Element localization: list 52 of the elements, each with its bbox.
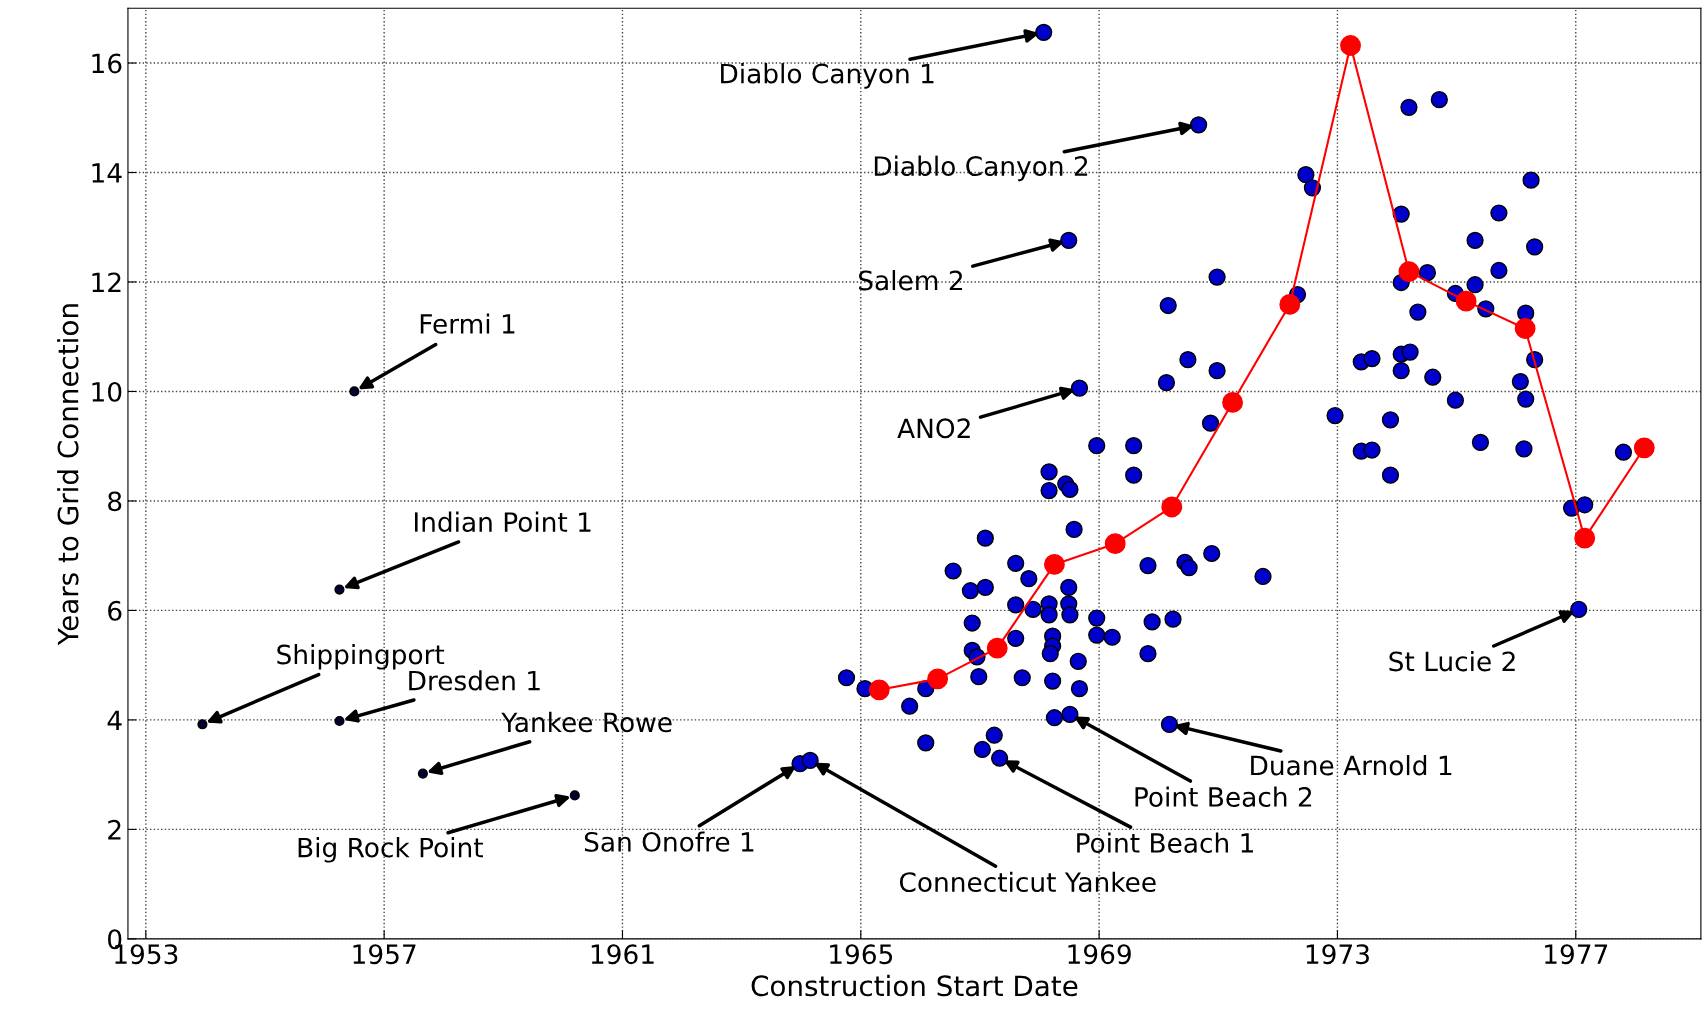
annotation: Fermi 1 — [420, 313, 515, 334]
annotation: Point Beach 1 — [1077, 832, 1253, 853]
point — [1514, 318, 1536, 339]
point — [1455, 290, 1477, 312]
annotation: Diablo Canyon 1 — [721, 63, 934, 89]
annotation: Point Beach 2 — [1135, 786, 1312, 807]
annotation: Big Rock Point — [298, 837, 483, 863]
y-tick-label: 10 — [92, 381, 122, 402]
x-tick-label: 1957 — [353, 944, 416, 965]
x-tick-label: 1965 — [830, 944, 893, 965]
x-axis-title: Construction Start Date — [751, 974, 1078, 997]
point — [334, 584, 345, 595]
point — [197, 719, 208, 730]
annotation: Connecticut Yankee — [899, 871, 1156, 893]
annotation: ANO2 — [897, 418, 970, 439]
annotation: San Onofre 1 — [584, 831, 754, 852]
annotation: Duane Arnold 1 — [1251, 755, 1452, 776]
x-tick-label: 1961 — [591, 944, 654, 965]
point — [1104, 533, 1126, 555]
point — [334, 715, 345, 727]
y-tick-label: 4 — [107, 710, 122, 730]
point — [417, 768, 428, 779]
point — [1222, 391, 1243, 413]
point — [1340, 35, 1361, 56]
annotation: St Lucie 2 — [1389, 650, 1515, 672]
y-tick-label: 6 — [108, 600, 122, 621]
y-axis-title: Years to Grid Connection — [57, 304, 79, 646]
point — [1574, 527, 1596, 549]
annotation: Salem 2 — [859, 270, 963, 291]
y-tick-label: 16 — [92, 53, 122, 74]
annotation: Dresden 1 — [409, 670, 540, 691]
point — [349, 386, 360, 397]
point — [986, 637, 1008, 659]
point — [868, 679, 890, 701]
y-tick-label: 12 — [92, 272, 121, 292]
point — [1398, 261, 1420, 282]
point — [1044, 554, 1065, 575]
y-tick-label: 8 — [108, 491, 122, 512]
x-tick-label: 1969 — [1068, 944, 1131, 965]
point — [1279, 294, 1301, 315]
y-tick-label: 2 — [108, 819, 121, 840]
annotation: Indian Point 1 — [414, 511, 591, 532]
point — [569, 790, 580, 801]
point — [1161, 496, 1183, 518]
point — [927, 668, 949, 690]
x-tick-label: 1977 — [1545, 944, 1608, 965]
annotation: Yankee Rowe — [501, 711, 672, 733]
annotation: Diablo Canyon 2 — [874, 155, 1088, 182]
y-tick-label: 14 — [92, 163, 122, 183]
x-tick-label: 1973 — [1306, 944, 1369, 965]
annotation: Shippingport — [277, 644, 445, 670]
point — [1633, 437, 1655, 459]
